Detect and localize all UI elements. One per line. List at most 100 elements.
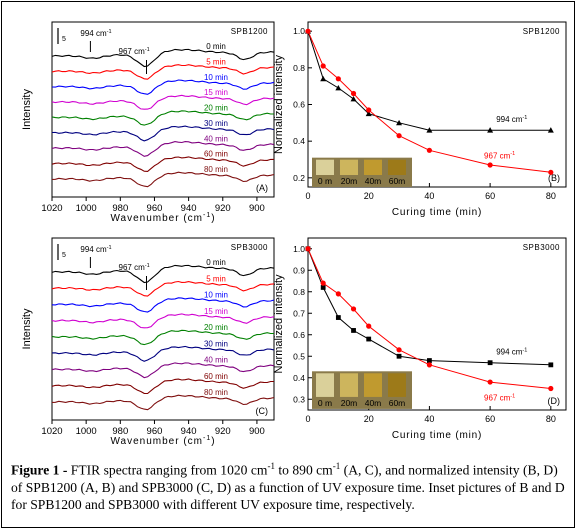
data-point [320, 75, 327, 82]
caption-part-2: to 890 cm [274, 462, 333, 478]
y-axis-label: Normalized intensity [273, 54, 285, 154]
data-point [335, 85, 342, 91]
data-point [487, 360, 493, 366]
inset-vial-label: 20m [341, 176, 358, 186]
data-point [396, 347, 402, 353]
peak-967-label: 967 cm-1 [119, 47, 150, 56]
spectrum-label: 30 min [204, 119, 228, 128]
x-tick-label: 40 [424, 191, 434, 201]
ftir-chart-A: 1020 1000 980 960 940 920 900 Wavenumber (cm-1)… [21, 21, 275, 224]
inset-vial-label: 40m [365, 176, 382, 186]
series-label: 994 cm-1 [496, 115, 527, 124]
y-axis-label: Intensity [21, 89, 33, 130]
inset-vial-label: 60m [389, 398, 406, 408]
data-point [487, 379, 493, 385]
x-tick-label: 60 [485, 414, 495, 424]
spectrum-label: 15 min [204, 307, 228, 316]
spectrum-line [51, 378, 274, 395]
series-label: 967 cm-1 [484, 393, 515, 402]
series-label: 967 cm-1 [484, 151, 515, 160]
y-axis-label: Normalized intensity [273, 274, 285, 374]
peak-967-label: 967 cm-1 [119, 263, 150, 272]
spectrum-label: 20 min [204, 104, 228, 113]
y-axis-label: Intensity [21, 308, 33, 349]
caption-lead: Figure 1 - [11, 462, 68, 478]
spectrum-line [51, 362, 275, 379]
spectrum-line [51, 141, 275, 157]
x-tick-label: 1020 [41, 426, 62, 437]
data-point [305, 246, 311, 252]
x-tick-label: 40 [424, 414, 434, 424]
spectrum-line [51, 125, 275, 142]
spectrum-label: 40 min [204, 134, 228, 143]
plot-frame [51, 237, 275, 421]
y-tick-label: 0.8 [293, 63, 305, 73]
inset-vial-label: 60m [389, 176, 406, 186]
spectrum-line [51, 110, 274, 126]
x-tick-label: 1000 [76, 203, 97, 214]
data-point [426, 127, 433, 133]
inset-vial [316, 159, 334, 175]
spectrum-label: 10 min [204, 291, 228, 300]
y-tick-label: 0.5 [293, 351, 305, 361]
x-axis-label: Wavenumber (cm-1) [110, 212, 215, 224]
x-tick-label: 960 [147, 203, 163, 214]
inset-vial [364, 373, 382, 397]
data-point [366, 107, 372, 113]
inset-vial [364, 159, 382, 175]
series-label: 994 cm-1 [496, 348, 527, 357]
inset-vial-label: 0 m [318, 176, 332, 186]
caption-part-3: (A, C), and normalized intensity (B, D) … [11, 462, 565, 512]
x-tick-label: 80 [546, 414, 556, 424]
spectrum-label: 0 min [206, 258, 226, 267]
spectrum-line [51, 280, 275, 297]
data-point [548, 362, 554, 368]
caption-part-1: FTIR spectra ranging from 1020 cm [67, 462, 268, 478]
spectrum-label: 60 min [204, 150, 228, 159]
x-tick-label: 900 [249, 426, 265, 437]
peak-994-label: 994 cm-1 [80, 29, 111, 38]
data-point [305, 28, 311, 34]
panel-label: (B) [548, 173, 560, 183]
data-point [547, 127, 554, 133]
data-point [320, 63, 326, 69]
sample-title: SPB1200 [231, 27, 268, 36]
intensity-chart-B: 0 20 40 60 80 0.2 0.4 0.6 0.8 1.0 Curing time (min… [273, 21, 567, 218]
data-point [335, 76, 341, 82]
data-point [396, 133, 402, 139]
chart-title: SPB3000 [523, 243, 560, 252]
inset-vial-label: 20m [341, 398, 358, 408]
spectrum-label: 5 min [206, 57, 226, 66]
x-tick-label: 980 [112, 203, 128, 214]
data-point [350, 306, 357, 312]
data-point [366, 336, 372, 342]
ftir-panel-C: 1020 1000 980 960 940 920 900 Wavenumber (cm-1)… [12, 230, 282, 447]
caption-sup-1: -1 [267, 461, 275, 471]
y-tick-label: 0.7 [293, 308, 305, 318]
spectrum-line [51, 171, 275, 188]
x-tick-label: 940 [181, 426, 197, 437]
x-tick-label: 60 [485, 191, 495, 201]
panel-label: (A) [256, 183, 268, 193]
ftir-chart-C: 1020 1000 980 960 940 920 900 Wavenumber (cm-1)… [21, 237, 275, 447]
data-point [396, 353, 402, 359]
data-point [487, 127, 494, 133]
inset-vial [388, 373, 406, 397]
chart-title: SPB1200 [523, 27, 560, 36]
spectrum-line [51, 313, 275, 329]
x-tick-label: 920 [215, 203, 231, 214]
x-tick-label: 1020 [41, 203, 62, 214]
data-point [335, 291, 341, 297]
spectrum-line [51, 94, 275, 110]
y-tick-label: 0.2 [293, 173, 305, 183]
data-point [426, 362, 433, 368]
plot-frame [51, 21, 275, 198]
y-tick-label: 1.0 [293, 26, 305, 36]
ftir-panel-A: 1020 1000 980 960 940 920 900 Wavenumber (cm-1)… [12, 14, 282, 224]
data-point [350, 90, 357, 97]
spectrum-label: 80 min [204, 165, 228, 174]
y-tick-label: 0.6 [293, 330, 305, 340]
x-tick-label: 960 [147, 426, 163, 437]
inset-vial [316, 373, 334, 397]
